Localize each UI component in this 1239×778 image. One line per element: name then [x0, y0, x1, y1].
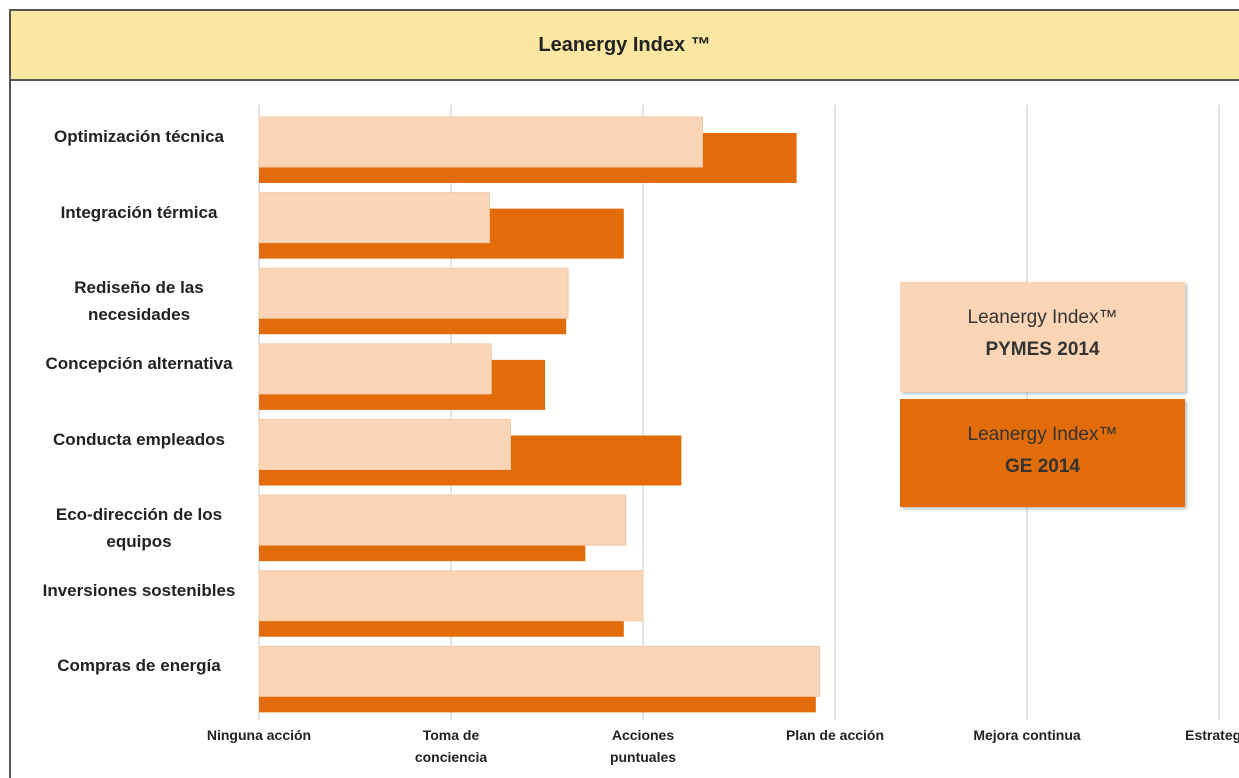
- bar: [258, 116, 704, 168]
- y-tick-label: Rediseño de las necesidades: [74, 278, 204, 325]
- x-tick-label: Toma de conciencia: [414, 727, 488, 765]
- bar: [258, 267, 569, 319]
- x-tick-label: Ninguna acción: [206, 727, 312, 743]
- bar: [258, 494, 627, 546]
- y-tick-label: Compras de energía: [57, 656, 221, 676]
- legend-item: Leanergy Index™ GE 2014: [900, 399, 1185, 507]
- x-tick-label: Estrategia: [1185, 727, 1239, 743]
- chart-title: Leanergy Index ™: [538, 34, 711, 56]
- title-banner: [9, 9, 1239, 81]
- legend-name: PYMES 2014: [985, 339, 1100, 360]
- y-tick-label: Optimización técnica: [53, 127, 225, 146]
- x-tick-label: Mejora continua: [973, 727, 1081, 743]
- bar: [258, 570, 644, 622]
- bar: [258, 419, 512, 470]
- y-tick-label: Conducta empleados: [53, 429, 225, 449]
- y-tick-label: Integración térmica: [60, 202, 218, 222]
- y-tick-label: Inversiones sostenibles: [42, 580, 236, 600]
- legend-label: Leanergy Index™: [967, 424, 1118, 445]
- y-tick-label: Concepción alternativa: [45, 353, 233, 373]
- x-tick-label: Plan de acción: [785, 727, 885, 743]
- x-tick-label: Acciones puntuales: [609, 727, 677, 765]
- legend-label: Leanergy Index™: [967, 307, 1118, 328]
- y-tick-label: Eco-dirección de los equipos: [55, 505, 223, 552]
- legend-item: Leanergy Index™ PYMES 2014: [900, 282, 1185, 392]
- bar: [258, 645, 821, 697]
- bar: [258, 192, 490, 244]
- legend-name: GE 2014: [1005, 456, 1080, 477]
- bar: [258, 343, 492, 395]
